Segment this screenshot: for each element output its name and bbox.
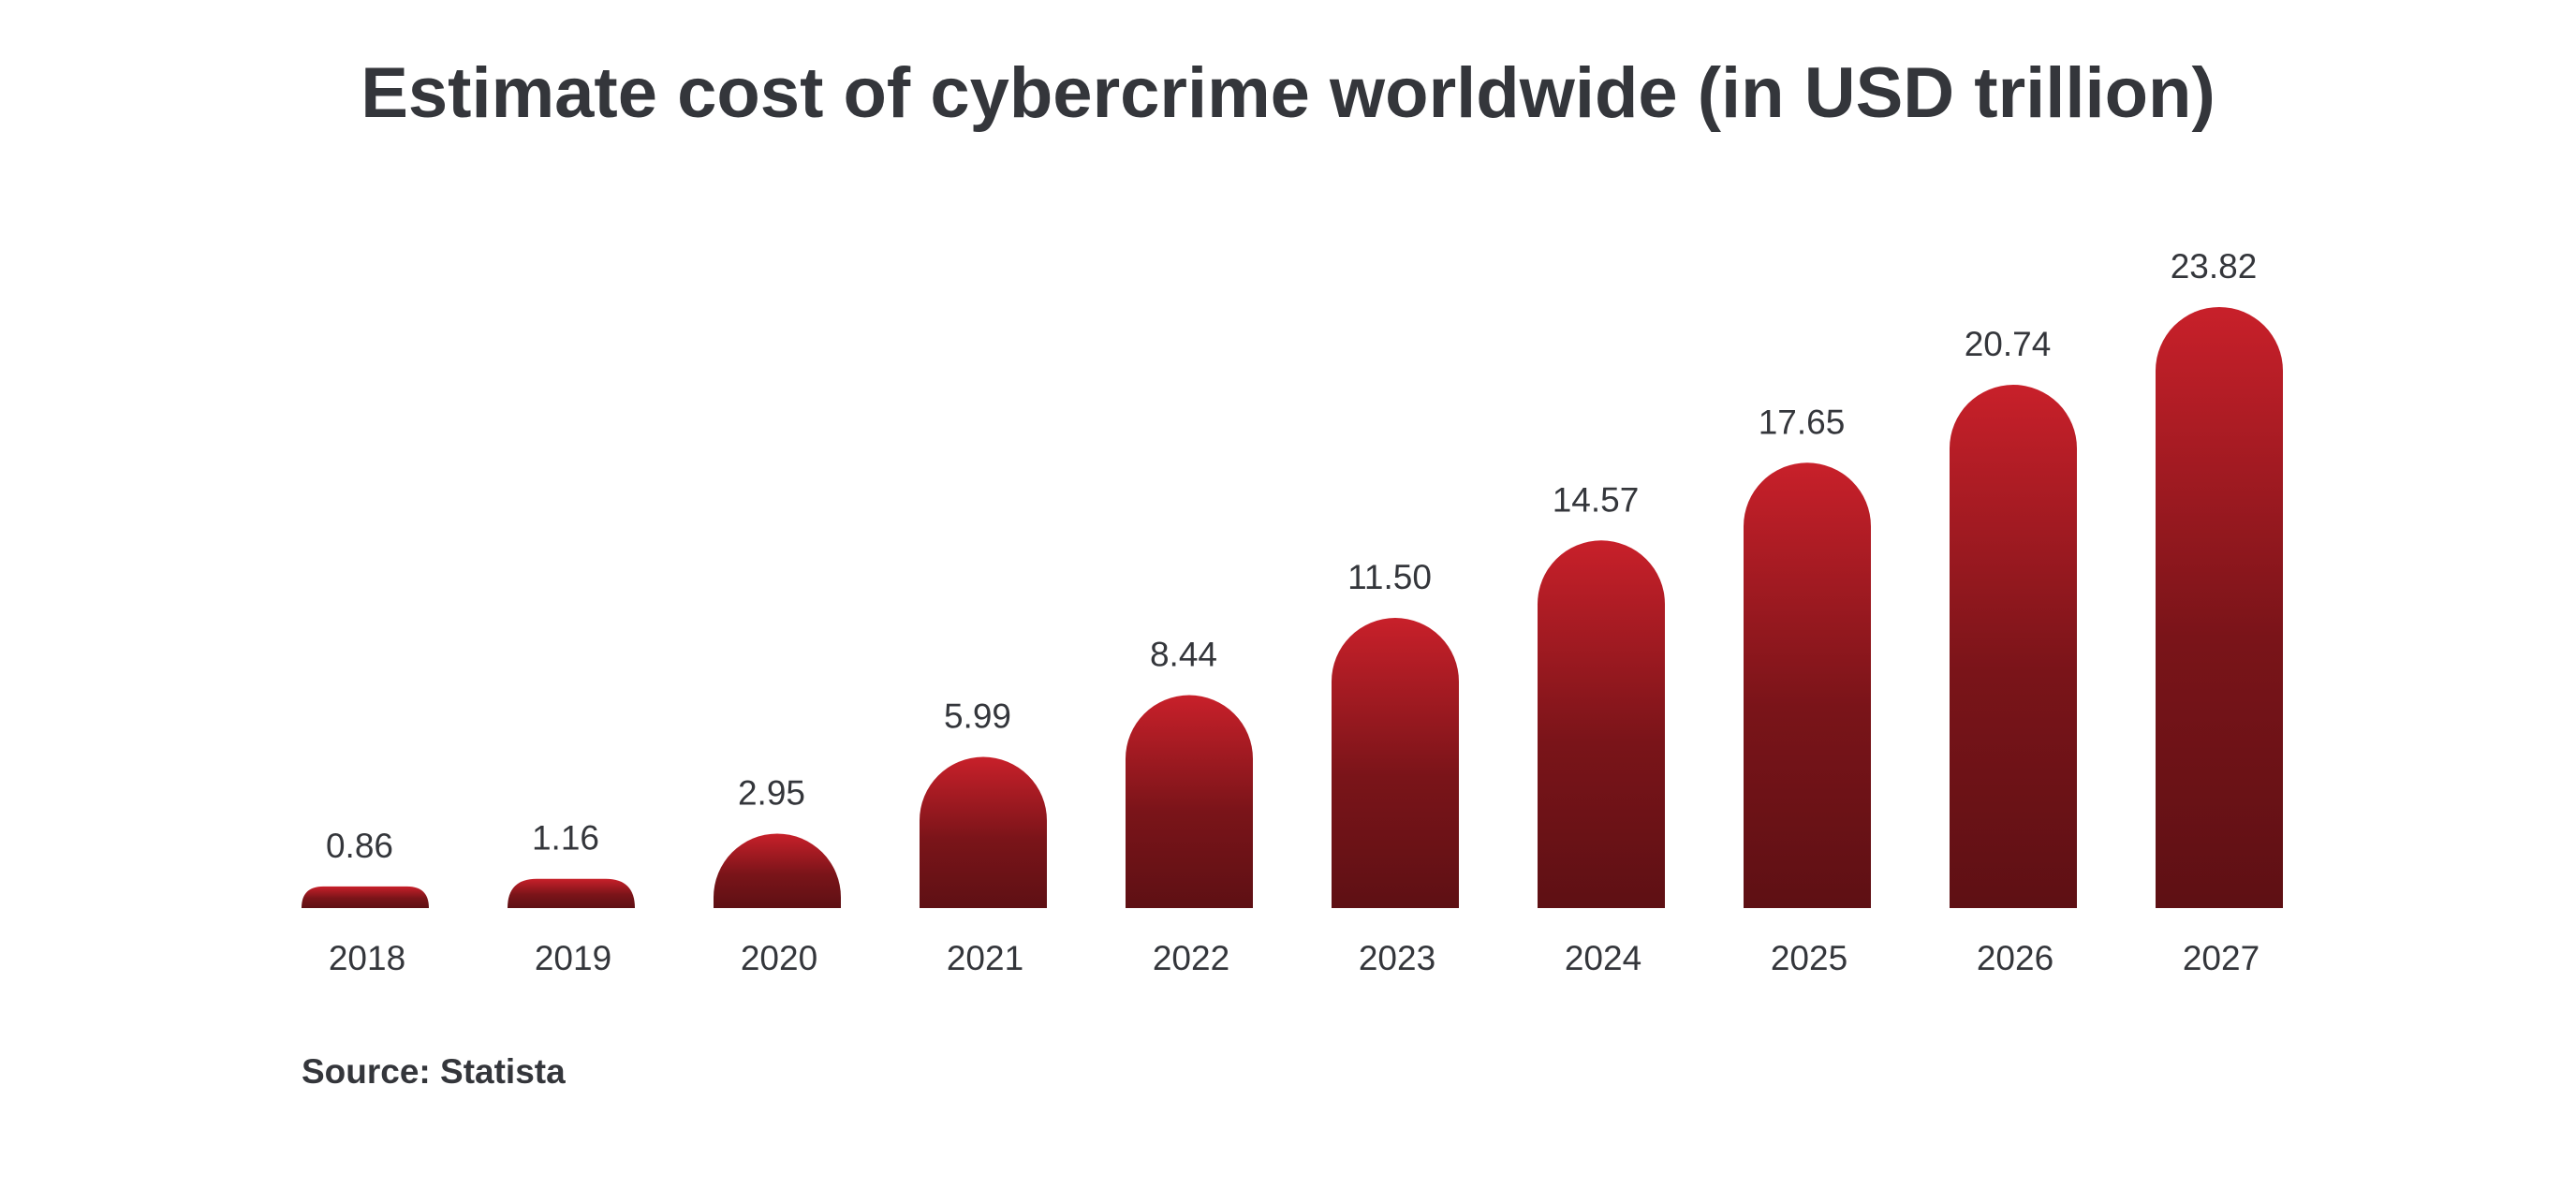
x-tick-label-2025: 2025: [1771, 939, 1847, 977]
bar-2027: [2156, 307, 2283, 908]
value-label-2025: 17.65: [1759, 403, 1846, 441]
x-tick-label-2027: 2027: [2183, 939, 2260, 977]
bar-2018: [302, 886, 429, 908]
value-label-2027: 23.82: [2171, 247, 2258, 286]
value-labels-group: 0.86 1.16 2.95 5.99 8.44 11.50 14.57 17.65 20.74…: [326, 247, 2257, 865]
x-tick-label-2018: 2018: [329, 939, 405, 977]
value-label-2020: 2.95: [738, 773, 805, 812]
x-tick-label-2020: 2020: [741, 939, 817, 977]
x-tick-label-2021: 2021: [947, 939, 1023, 977]
value-label-2026: 20.74: [1965, 325, 2052, 363]
bar-2021: [920, 756, 1047, 908]
bar-2022: [1126, 695, 1253, 908]
category-labels-group: 2018 2019 2020 2021 2022 2023 2024 2025 2026 2027: [329, 939, 2260, 977]
x-tick-label-2026: 2026: [1977, 939, 2053, 977]
bar-2026: [1950, 385, 2077, 909]
value-label-2018: 0.86: [326, 827, 393, 865]
value-label-2024: 14.57: [1553, 480, 1640, 519]
value-label-2022: 8.44: [1150, 636, 1217, 674]
bar-2024: [1538, 540, 1665, 908]
value-label-2021: 5.99: [944, 697, 1011, 736]
bar-2025: [1744, 462, 1871, 908]
value-label-2023: 11.50: [1347, 558, 1432, 596]
x-tick-label-2022: 2022: [1153, 939, 1229, 977]
chart-title: Estimate cost of cybercrime worldwide (i…: [361, 53, 2215, 133]
x-tick-label-2019: 2019: [535, 939, 611, 977]
x-tick-label-2023: 2023: [1359, 939, 1435, 977]
bar-2019: [508, 878, 635, 908]
bars-group: [302, 307, 2283, 909]
source-note: Source: Statista: [302, 1052, 566, 1091]
x-tick-label-2024: 2024: [1565, 939, 1641, 977]
bar-2020: [714, 833, 841, 908]
bar-2023: [1332, 618, 1459, 908]
value-label-2019: 1.16: [532, 819, 599, 858]
